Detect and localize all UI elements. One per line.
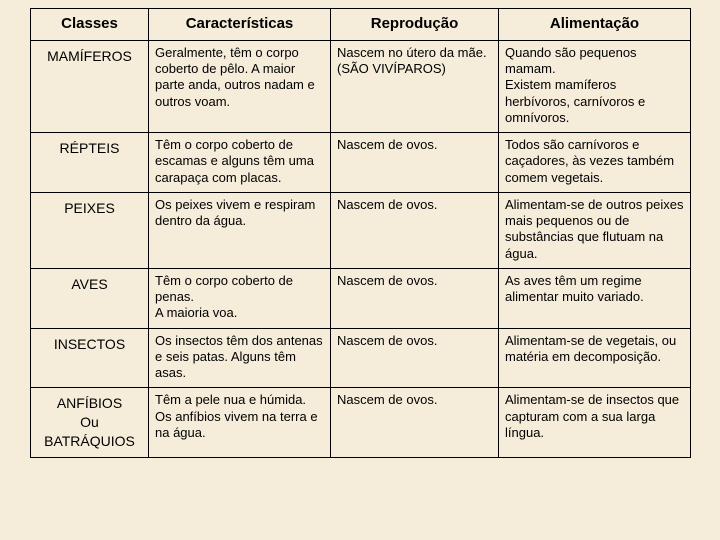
class-name: AVES <box>31 268 149 328</box>
col-header-classes: Classes <box>31 9 149 41</box>
class-name: ANFÍBIOSOuBATRÁQUIOS <box>31 388 149 458</box>
class-name: RÉPTEIS <box>31 133 149 193</box>
table-row: PEIXES Os peixes vivem e respiram dentro… <box>31 192 691 268</box>
class-name: MAMÍFEROS <box>31 40 149 132</box>
col-header-caracteristicas: Características <box>149 9 331 41</box>
table-row: INSECTOS Os insectos têm dos antenas e s… <box>31 328 691 388</box>
cell-reproducao: Nascem de ovos. <box>331 388 499 458</box>
table-row: ANFÍBIOSOuBATRÁQUIOS Têm a pele nua e hú… <box>31 388 691 458</box>
cell-reproducao: Nascem no útero da mãe. (SÃO VIVÍPAROS) <box>331 40 499 132</box>
class-name: PEIXES <box>31 192 149 268</box>
cell-alimentacao: Alimentam-se de vegetais, ou matéria em … <box>499 328 691 388</box>
cell-caracteristicas: Têm o corpo coberto de penas.A maioria v… <box>149 268 331 328</box>
cell-alimentacao: Todos são carnívoros e caçadores, às vez… <box>499 133 691 193</box>
class-name: INSECTOS <box>31 328 149 388</box>
animal-classes-table: Classes Características Reprodução Alime… <box>30 8 691 458</box>
table-header-row: Classes Características Reprodução Alime… <box>31 9 691 41</box>
table-row: RÉPTEIS Têm o corpo coberto de escamas e… <box>31 133 691 193</box>
table-row: AVES Têm o corpo coberto de penas.A maio… <box>31 268 691 328</box>
cell-reproducao: Nascem de ovos. <box>331 133 499 193</box>
cell-alimentacao: Alimentam-se de outros peixes mais peque… <box>499 192 691 268</box>
cell-caracteristicas: Têm o corpo coberto de escamas e alguns … <box>149 133 331 193</box>
cell-alimentacao: Quando são pequenos mamam.Existem mamífe… <box>499 40 691 132</box>
cell-caracteristicas: Geralmente, têm o corpo coberto de pêlo.… <box>149 40 331 132</box>
cell-caracteristicas: Os insectos têm dos antenas e seis patas… <box>149 328 331 388</box>
table-row: MAMÍFEROS Geralmente, têm o corpo cobert… <box>31 40 691 132</box>
cell-alimentacao: Alimentam-se de insectos que capturam co… <box>499 388 691 458</box>
col-header-alimentacao: Alimentação <box>499 9 691 41</box>
cell-reproducao: Nascem de ovos. <box>331 192 499 268</box>
cell-reproducao: Nascem de ovos. <box>331 268 499 328</box>
cell-reproducao: Nascem de ovos. <box>331 328 499 388</box>
cell-caracteristicas: Têm a pele nua e húmida. Os anfíbios viv… <box>149 388 331 458</box>
cell-caracteristicas: Os peixes vivem e respiram dentro da águ… <box>149 192 331 268</box>
cell-alimentacao: As aves têm um regime alimentar muito va… <box>499 268 691 328</box>
col-header-reproducao: Reprodução <box>331 9 499 41</box>
